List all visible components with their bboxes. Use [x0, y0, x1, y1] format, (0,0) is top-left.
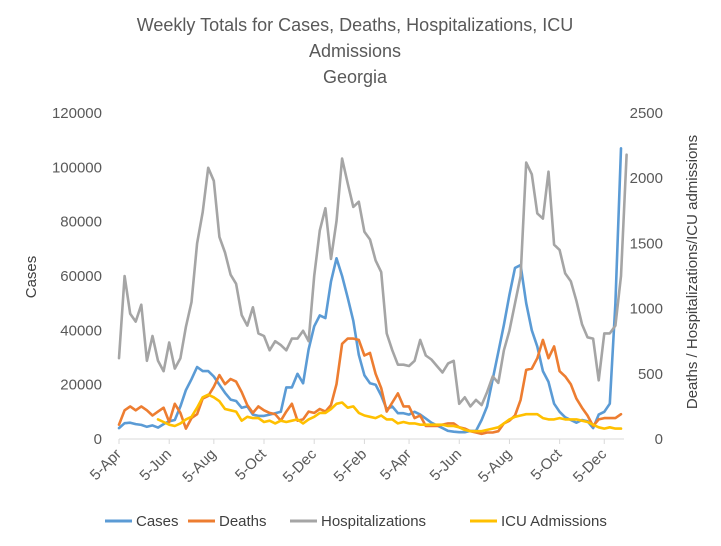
x-tick-label: 5-Aug	[475, 446, 515, 486]
x-tick-label: 5-Apr	[87, 446, 125, 484]
x-tick-label: 5-Feb	[331, 446, 371, 486]
x-tick-label: 5-Aug	[179, 446, 219, 486]
cases-legend-label: Cases	[136, 513, 179, 530]
right-axis-ticks: 0 500 1000 1500 2000 2500	[630, 105, 663, 448]
left-tick-label: 60000	[60, 268, 102, 285]
icu-admissions-legend-label: ICU Admissions	[501, 513, 607, 530]
left-axis-label: Cases	[23, 256, 40, 299]
x-tick-label: 5-Jun	[427, 446, 466, 485]
x-tick-label: 5-Apr	[377, 446, 415, 484]
chart-title-part-1: Weekly Totals for Cases, Deaths, Hospita…	[137, 15, 574, 35]
series-lines	[117, 147, 628, 436]
chart-subtitle: Georgia	[323, 67, 388, 87]
hospitalizations-legend-label: Hospitalizations	[321, 513, 426, 530]
chart-title-part-2: Admissions	[309, 41, 401, 61]
right-tick-label: 1000	[630, 301, 663, 318]
icu-admissions-line	[156, 393, 623, 433]
x-tick-label: 5-Dec	[570, 445, 611, 486]
right-tick-label: 1500	[630, 235, 663, 252]
x-axis-ticks: 5-Apr 5-Jun 5-Aug 5-Oct 5-Dec 5-Feb 5-Apr 5-Jun…	[87, 439, 611, 486]
left-tick-label: 120000	[52, 105, 102, 122]
left-tick-label: 100000	[52, 159, 102, 176]
x-tick-label: 5-Oct	[232, 445, 271, 484]
chart-title: Weekly Totals for Cases, Deaths, Hospita…	[137, 15, 574, 87]
right-tick-label: 0	[655, 431, 663, 448]
right-axis-label: Deaths / Hospitalizations/ICU admissions	[684, 135, 701, 409]
left-tick-label: 40000	[60, 322, 102, 339]
cases-line	[117, 147, 623, 434]
left-tick-label: 0	[94, 431, 102, 448]
left-tick-label: 80000	[60, 214, 102, 231]
chart-title-line-1: Weekly Totals for Cases, Deaths, Hospita…	[137, 15, 574, 61]
deaths-legend-label: Deaths	[219, 513, 267, 530]
x-tick-label: 5-Dec	[280, 445, 321, 486]
x-tick-label: 5-Jun	[136, 446, 175, 485]
x-tick-label: 5-Oct	[528, 445, 567, 484]
right-tick-label: 2500	[630, 105, 663, 122]
legend: Cases Deaths Hospitalizations ICU Admission…	[105, 513, 607, 530]
left-tick-label: 20000	[60, 377, 102, 394]
hospitalizations-line	[117, 153, 628, 408]
left-axis-ticks: 0 20000 40000 60000 80000 100000 120000	[52, 105, 102, 448]
right-tick-label: 500	[638, 366, 663, 383]
right-tick-label: 2000	[630, 170, 663, 187]
